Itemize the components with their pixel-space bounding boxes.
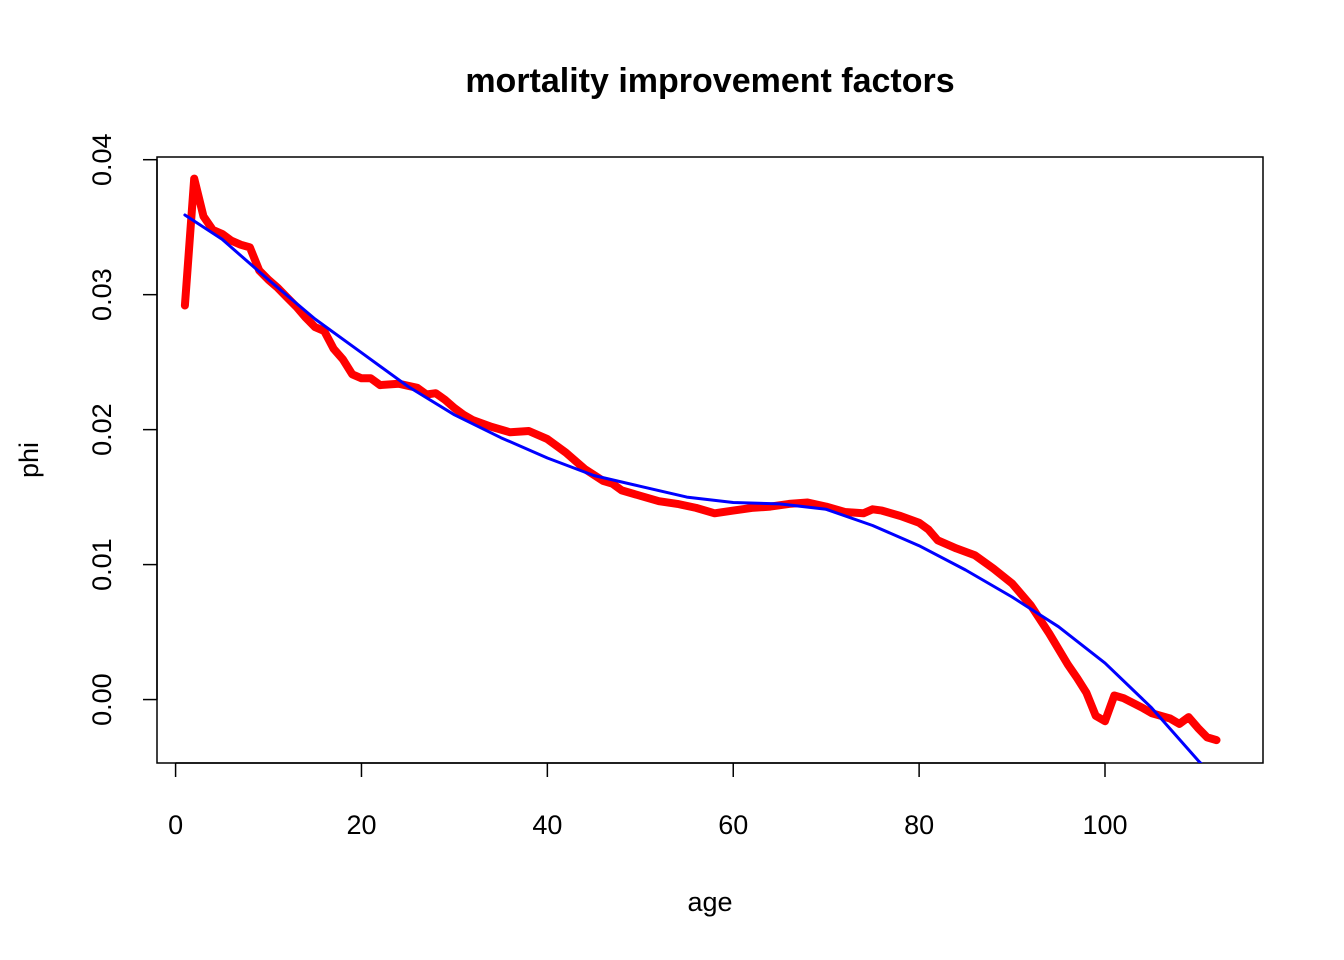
series-line-observed — [180, 174, 1221, 745]
y-tick-label: 0.03 — [87, 268, 117, 321]
y-axis-label: phi — [14, 442, 44, 478]
series-layer — [180, 174, 1221, 763]
plot-frame — [156, 156, 1264, 764]
y-tick-label: 0.04 — [87, 133, 117, 186]
x-axis-label: age — [687, 887, 732, 917]
y-axis: 0.00 0.01 0.02 0.03 0.04 — [87, 133, 158, 726]
x-tick-label: 0 — [168, 810, 183, 840]
x-tick-label: 20 — [346, 810, 376, 840]
chart-title: mortality improvement factors — [465, 62, 954, 100]
y-tick-label: 0.00 — [87, 673, 117, 726]
series-line-smoothed — [183, 213, 1203, 763]
x-tick-label: 80 — [904, 810, 934, 840]
y-tick-label: 0.02 — [87, 403, 117, 456]
y-tick-label: 0.01 — [87, 538, 117, 591]
x-axis: 0 20 40 60 80 100 — [168, 762, 1128, 840]
x-tick-label: 100 — [1082, 810, 1127, 840]
x-tick-label: 60 — [718, 810, 748, 840]
x-tick-label: 40 — [532, 810, 562, 840]
